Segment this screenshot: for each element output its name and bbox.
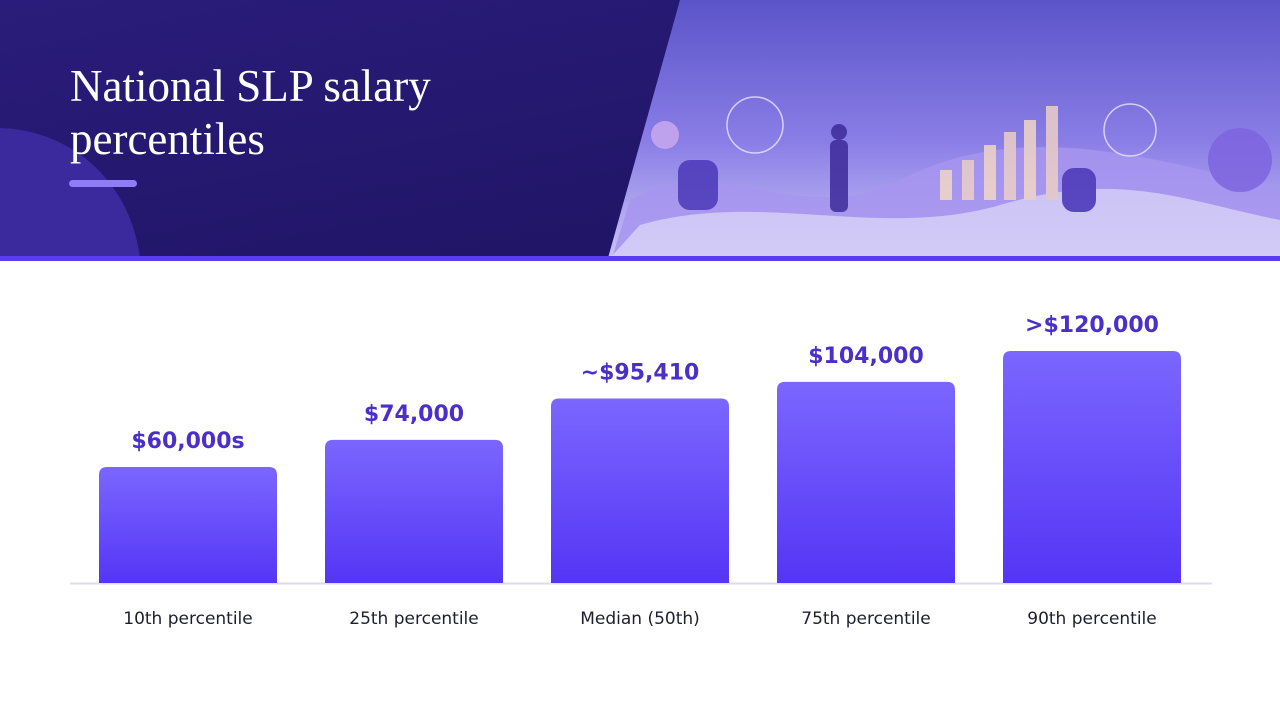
x-tick-label: 10th percentile — [123, 609, 253, 629]
bar — [325, 439, 503, 583]
bar — [777, 381, 955, 583]
x-tick-label: 90th percentile — [1027, 609, 1157, 629]
bar — [551, 398, 729, 583]
bar — [1003, 351, 1181, 583]
bar — [99, 467, 277, 583]
chart-title: National SLP salary percentiles — [70, 61, 431, 164]
x-tick-label: 75th percentile — [801, 609, 931, 629]
value-label: $74,000 — [364, 402, 464, 427]
value-label: >$120,000 — [1025, 313, 1159, 338]
title-accent — [69, 180, 137, 187]
x-tick-label: 25th percentile — [349, 609, 479, 629]
value-label: $104,000 — [808, 344, 924, 369]
header-decoration — [0, 128, 140, 258]
value-label: $60,000s — [131, 429, 244, 454]
illustration-details — [610, 96, 1280, 258]
x-tick-label: Median (50th) — [580, 609, 700, 629]
value-label: ~$95,410 — [581, 361, 700, 386]
header-rule — [0, 256, 1280, 261]
